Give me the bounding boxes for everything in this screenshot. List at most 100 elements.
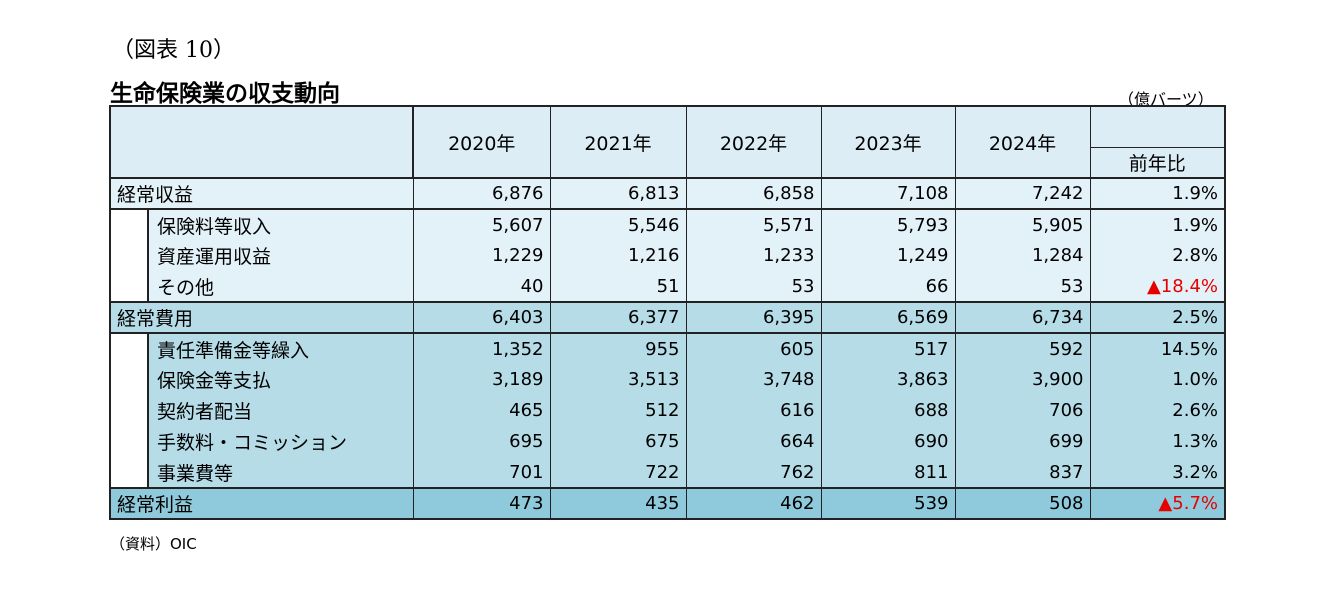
year-header: 2021年 — [549, 105, 686, 179]
value-cell: 3,189 — [412, 364, 550, 395]
value-cell: 3,748 — [685, 364, 821, 395]
value-cell: 699 — [954, 426, 1090, 457]
indent-spacer — [109, 333, 149, 489]
value-cell: 3,513 — [549, 364, 686, 395]
total-row: 経常利益 473 435 462 539 508 ▲5.7% — [109, 487, 1226, 520]
item-row: 手数料・コミッション 695 675 664 690 699 1.3% — [110, 426, 1226, 457]
item-row: 責任準備金等繰入 1,352 955 605 517 592 14.5% — [109, 333, 1226, 489]
item-row: 保険料等収入 5,607 5,546 5,571 5,793 5,905 1.9% — [109, 209, 1226, 303]
figure-number: （図表 10） — [112, 38, 235, 63]
value-cell: 605 — [685, 333, 821, 364]
value-cell: 51 — [549, 271, 686, 303]
value-cell: 706 — [954, 395, 1090, 426]
row-label: 保険料等収入 — [148, 209, 413, 240]
value-cell: 701 — [412, 457, 550, 489]
value-cell: 664 — [685, 426, 821, 457]
row-label: その他 — [148, 271, 413, 303]
income-expense-table: 2020年 2021年 2022年 2023年 2024年 前年比 経常収益 6,… — [109, 105, 1226, 520]
header-corner — [109, 105, 414, 179]
item-row: 資産運用収益 1,229 1,216 1,233 1,249 1,284 2.8% — [110, 240, 1226, 271]
yoy-cell: ▲18.4% — [1089, 271, 1226, 303]
yoy-cell: 3.2% — [1089, 457, 1226, 489]
value-cell: 473 — [412, 487, 550, 520]
value-cell: 837 — [954, 457, 1090, 489]
value-cell: 465 — [412, 395, 550, 426]
yoy-header-spacer — [1089, 105, 1226, 147]
value-cell: 1,352 — [412, 333, 550, 364]
value-cell: 688 — [820, 395, 955, 426]
section-row: 経常収益 6,876 6,813 6,858 7,108 7,242 1.9% — [109, 178, 1226, 210]
value-cell: 6,377 — [549, 301, 686, 334]
value-cell: 690 — [820, 426, 955, 457]
value-cell: 6,813 — [549, 178, 686, 210]
header-row: 2020年 2021年 2022年 2023年 2024年 — [109, 105, 1226, 179]
value-cell: 66 — [820, 271, 955, 303]
page-title: 生命保険業の収支動向 — [110, 81, 340, 107]
yoy-cell: 1.0% — [1089, 364, 1226, 395]
header-row-2: 前年比 — [110, 146, 1226, 179]
value-cell: 7,242 — [954, 178, 1090, 210]
item-row: 契約者配当 465 512 616 688 706 2.6% — [110, 395, 1226, 426]
value-cell: 1,233 — [685, 240, 821, 271]
value-cell: 6,569 — [820, 301, 955, 334]
yoy-cell: 2.8% — [1089, 240, 1226, 271]
row-label: 保険金等支払 — [148, 364, 413, 395]
row-label: 契約者配当 — [148, 395, 413, 426]
value-cell: 3,863 — [820, 364, 955, 395]
year-header: 2022年 — [685, 105, 821, 179]
value-cell: 462 — [685, 487, 821, 520]
table-body: 2020年 2021年 2022年 2023年 2024年 前年比 経常収益 6,… — [109, 105, 1226, 520]
yoy-cell: 2.6% — [1089, 395, 1226, 426]
item-row: 保険金等支払 3,189 3,513 3,748 3,863 3,900 1.0% — [110, 364, 1226, 395]
value-cell: 7,108 — [820, 178, 955, 210]
yoy-cell: 1.9% — [1089, 209, 1226, 240]
year-header: 2024年 — [954, 105, 1090, 179]
value-cell: 6,395 — [685, 301, 821, 334]
value-cell: 5,607 — [412, 209, 550, 240]
row-label: 経常利益 — [109, 487, 413, 520]
unit-label: （億バーツ） — [1118, 90, 1214, 109]
value-cell: 517 — [820, 333, 955, 364]
section-row: 経常費用 6,403 6,377 6,395 6,569 6,734 2.5% — [109, 301, 1226, 334]
row-label: 経常収益 — [109, 178, 413, 210]
yoy-cell: 1.9% — [1089, 178, 1226, 210]
value-cell: 6,876 — [412, 178, 550, 210]
yoy-cell: 2.5% — [1089, 301, 1226, 334]
value-cell: 592 — [954, 333, 1090, 364]
value-cell: 1,216 — [549, 240, 686, 271]
value-cell: 6,403 — [412, 301, 550, 334]
value-cell: 1,284 — [954, 240, 1090, 271]
yoy-header: 前年比 — [1089, 146, 1226, 179]
row-label: 事業費等 — [148, 457, 413, 489]
year-header: 2023年 — [820, 105, 955, 179]
yoy-cell: ▲5.7% — [1089, 487, 1226, 520]
year-header: 2020年 — [412, 105, 550, 179]
value-cell: 53 — [685, 271, 821, 303]
value-cell: 6,858 — [685, 178, 821, 210]
value-cell: 435 — [549, 487, 686, 520]
value-cell: 539 — [820, 487, 955, 520]
value-cell: 508 — [954, 487, 1090, 520]
value-cell: 722 — [549, 457, 686, 489]
value-cell: 53 — [954, 271, 1090, 303]
value-cell: 616 — [685, 395, 821, 426]
value-cell: 3,900 — [954, 364, 1090, 395]
value-cell: 6,734 — [954, 301, 1090, 334]
row-label: 経常費用 — [109, 301, 413, 334]
row-label: 手数料・コミッション — [148, 426, 413, 457]
value-cell: 811 — [820, 457, 955, 489]
item-row: 事業費等 701 722 762 811 837 3.2% — [110, 457, 1226, 489]
value-cell: 512 — [549, 395, 686, 426]
value-cell: 5,546 — [549, 209, 686, 240]
value-cell: 5,793 — [820, 209, 955, 240]
value-cell: 675 — [549, 426, 686, 457]
row-label: 責任準備金等繰入 — [148, 333, 413, 364]
row-label: 資産運用収益 — [148, 240, 413, 271]
source-note: （資料）OIC — [110, 535, 197, 553]
value-cell: 762 — [685, 457, 821, 489]
yoy-cell: 14.5% — [1089, 333, 1226, 364]
item-row: その他 40 51 53 66 53 ▲18.4% — [110, 271, 1226, 303]
value-cell: 955 — [549, 333, 686, 364]
value-cell: 1,229 — [412, 240, 550, 271]
value-cell: 695 — [412, 426, 550, 457]
